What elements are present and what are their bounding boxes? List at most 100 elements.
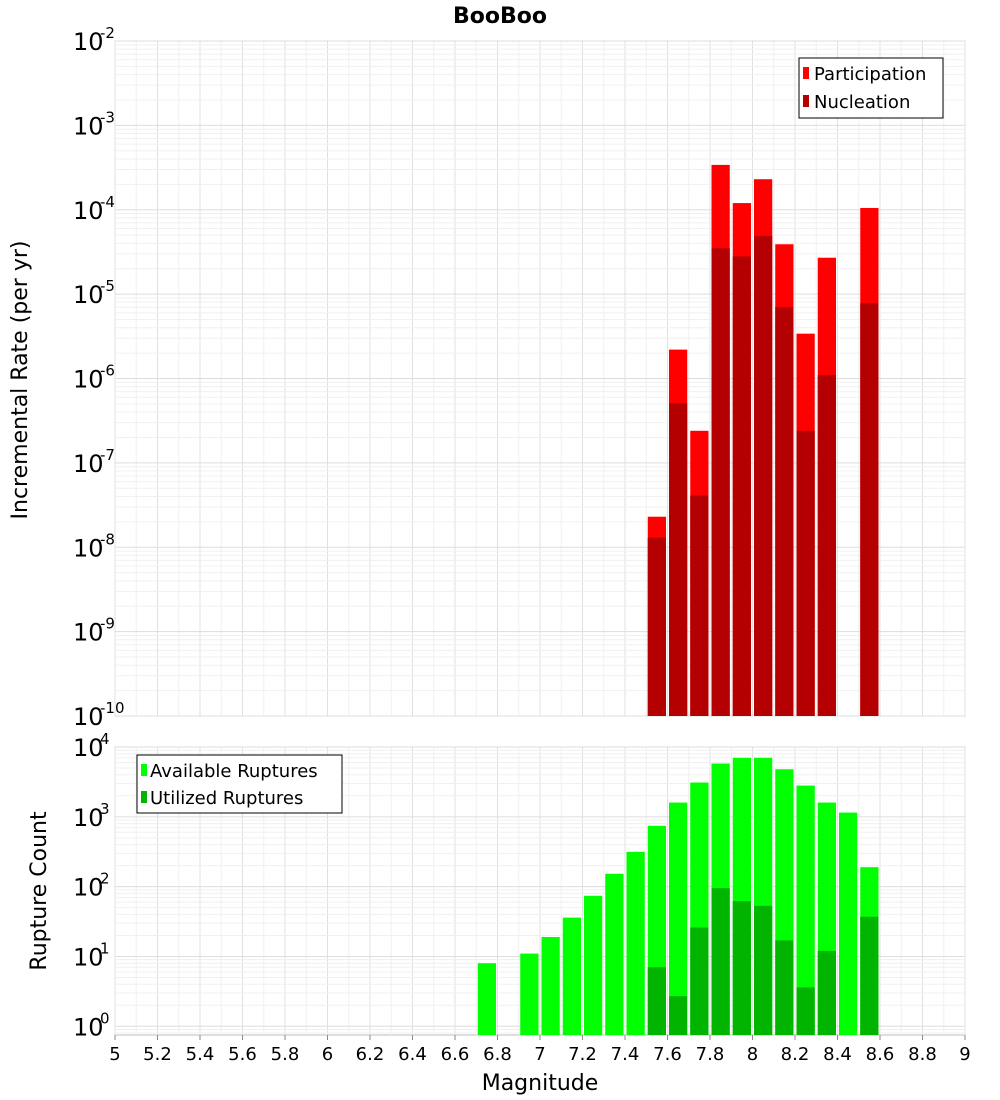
bar-nucleation [754, 235, 773, 716]
bar-nucleation [732, 256, 751, 716]
bar-nucleation [817, 375, 836, 716]
y-tick-label: 10 [73, 619, 104, 647]
bar-nucleation [647, 537, 666, 716]
x-tick-label: 5.6 [228, 1044, 257, 1065]
count-legend-box [136, 754, 343, 814]
x-tick-label: 7 [534, 1044, 545, 1065]
x-tick-label: 9 [959, 1044, 970, 1065]
bar-nucleation [690, 495, 709, 716]
y-tick-label: 10 [73, 943, 104, 971]
y-tick-exponent: 3 [100, 800, 110, 818]
y-tick-label: 10 [73, 534, 104, 562]
y-tick-exponent: -2 [100, 24, 115, 42]
y-tick-exponent: 1 [100, 939, 110, 957]
participation-legend-label: Participation [814, 64, 926, 85]
bar-utilized-ruptures [690, 927, 709, 1035]
available-legend-swatch [141, 764, 147, 776]
participation-legend-swatch [803, 67, 809, 79]
rate-panel: 10-210-310-410-510-610-710-810-910-10 In… [8, 24, 966, 731]
y-tick-label: 10 [73, 366, 104, 394]
y-tick-label: 10 [73, 281, 104, 309]
bar-available-ruptures [605, 873, 624, 1035]
y-tick-exponent: -6 [100, 362, 115, 380]
rate-bars [647, 164, 879, 717]
x-tick-label: 5 [109, 1044, 120, 1065]
x-axis-label: Magnitude [482, 1071, 599, 1096]
bar-available-ruptures [626, 851, 645, 1035]
bar-utilized-ruptures [732, 901, 751, 1035]
rate-legend-box [798, 57, 944, 119]
x-tick-label: 5.2 [143, 1044, 172, 1065]
bar-utilized-ruptures [775, 940, 794, 1035]
bar-utilized-ruptures [754, 905, 773, 1035]
y-tick-exponent: -8 [100, 530, 115, 548]
y-tick-exponent: -4 [100, 193, 115, 211]
y-tick-exponent: -10 [100, 699, 125, 717]
x-tick-label: 7.6 [653, 1044, 682, 1065]
x-tick-label: 7.4 [611, 1044, 640, 1065]
x-tick-label: 5.8 [271, 1044, 300, 1065]
x-tick-label: 8 [747, 1044, 758, 1065]
bar-utilized-ruptures [817, 950, 836, 1035]
y-tick-exponent: 4 [100, 730, 110, 748]
y-tick-exponent: -3 [100, 108, 115, 126]
x-tick-label: 6.6 [441, 1044, 470, 1065]
y-tick-label: 10 [73, 703, 104, 731]
bar-utilized-ruptures [647, 967, 666, 1035]
y-tick-label: 10 [73, 1013, 104, 1041]
y-tick-exponent: -7 [100, 446, 115, 464]
x-tick-label: 8.4 [823, 1044, 852, 1065]
bar-available-ruptures [669, 802, 688, 1035]
y-tick-label: 10 [73, 874, 104, 902]
bar-utilized-ruptures [860, 916, 879, 1035]
bar-nucleation [669, 403, 688, 716]
x-tick-label: 7.8 [696, 1044, 725, 1065]
rate-y-axis-label: Incremental Rate (per yr) [8, 241, 33, 520]
count-y-axis-label: Rupture Count [27, 811, 52, 971]
bar-available-ruptures [541, 936, 560, 1035]
x-tick-label: 6.8 [483, 1044, 512, 1065]
y-tick-label: 10 [73, 197, 104, 225]
rate-y-ticks: 10-210-310-410-510-610-710-810-910-10 [73, 24, 125, 731]
x-tick-label: 5.4 [186, 1044, 215, 1065]
y-tick-label: 10 [73, 28, 104, 56]
bar-nucleation [711, 248, 730, 717]
magnitude-x-ticks: 5 5.2 5.4 5.6 5.8 6 6.2 6.4 6.6 6.8 7 7.2 7.4 7.6 7.8 8… [109, 1035, 971, 1065]
rate-legend: Participation Nucleation [798, 57, 944, 119]
bar-nucleation [860, 303, 879, 716]
available-legend-label: Available Ruptures [150, 761, 318, 782]
x-tick-label: 8.6 [866, 1044, 895, 1065]
x-tick-label: 8.2 [781, 1044, 810, 1065]
bar-nucleation [775, 307, 794, 716]
y-tick-exponent: -5 [100, 277, 115, 295]
utilized-legend-swatch [141, 791, 147, 803]
y-tick-exponent: 2 [100, 870, 110, 888]
x-tick-label: 6 [322, 1044, 333, 1065]
bar-nucleation [796, 430, 815, 716]
y-tick-exponent: 0 [100, 1009, 110, 1027]
x-tick-label: 8.8 [908, 1044, 937, 1065]
y-tick-label: 10 [73, 804, 104, 832]
y-tick-label: 10 [73, 112, 104, 140]
x-tick-label: 6.2 [356, 1044, 385, 1065]
bar-available-ruptures [796, 785, 815, 1035]
bar-available-ruptures [477, 963, 496, 1035]
bar-utilized-ruptures [796, 987, 815, 1035]
nucleation-legend-label: Nucleation [814, 92, 910, 113]
bar-utilized-ruptures [669, 996, 688, 1035]
nucleation-legend-swatch [803, 95, 809, 107]
count-legend: Available Ruptures Utilized Ruptures [136, 754, 343, 814]
chart-title: BooBoo [453, 4, 547, 29]
bar-available-ruptures [839, 812, 858, 1035]
x-tick-label: 7.2 [568, 1044, 597, 1065]
bar-available-ruptures [562, 917, 581, 1035]
utilized-legend-label: Utilized Ruptures [150, 788, 303, 809]
bar-available-ruptures [520, 953, 539, 1035]
bar-available-ruptures [584, 895, 603, 1035]
y-tick-label: 10 [73, 734, 104, 762]
y-tick-exponent: -9 [100, 615, 115, 633]
rate-grid [114, 40, 966, 717]
